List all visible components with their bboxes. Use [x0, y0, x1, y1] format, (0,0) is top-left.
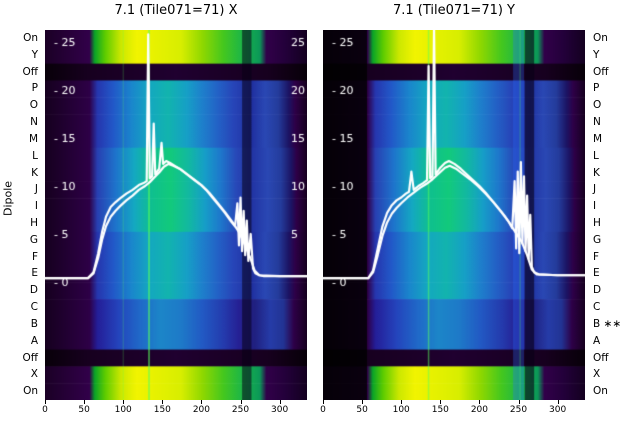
x-tick-label: 0 [42, 405, 48, 415]
dipole-label-left: Off [22, 351, 39, 364]
x-tick-label: 100 [114, 405, 132, 415]
dipole-label-right: F [593, 250, 600, 263]
dipole-label-left: J [34, 183, 38, 196]
dipole-label-left: K [31, 166, 38, 179]
heatmap-panel-y [323, 30, 585, 400]
x-tick-mark [557, 400, 559, 404]
dipole-label-right: G [593, 233, 602, 246]
dipole-label-right: C [593, 301, 601, 314]
dipole-label-left: E [31, 267, 38, 280]
dipole-label-left: B [30, 317, 38, 330]
dipole-label-right: N [593, 116, 601, 129]
dipole-label-right: L [593, 149, 599, 162]
x-tick-label: 150 [153, 405, 171, 415]
dipole-label-left: N [30, 116, 38, 129]
dipole-label-left: I [34, 200, 38, 213]
x-tick-label: 50 [78, 405, 90, 415]
dipole-label-left: L [32, 149, 38, 162]
dipole-label-right: Off [593, 65, 609, 78]
x-tick-mark [323, 400, 324, 404]
dipole-label-right: K [593, 166, 600, 179]
dipole-label-left: H [30, 217, 38, 229]
x-tick-label: 300 [271, 405, 289, 415]
x-tick-mark [401, 400, 403, 404]
dipole-label-right: Y [593, 48, 600, 61]
dipole-label-left: P [31, 82, 38, 95]
panel-title-x: 7.1 (Tile071=71) X [114, 3, 238, 18]
dipole-label-right: O [593, 99, 602, 112]
dipole-label-left: Y [31, 48, 38, 61]
x-tick-mark [240, 400, 242, 404]
x-tick-label: 250 [231, 405, 250, 415]
dipole-label-right: E [593, 267, 600, 280]
dipole-label-right: X [593, 368, 601, 381]
dipole-label-right: B ∗∗ [593, 317, 622, 330]
x-tick-mark [45, 400, 46, 404]
dipole-label-left: G [29, 233, 38, 246]
x-tick-mark [123, 400, 125, 404]
dipole-label-right: I [593, 200, 597, 213]
dipole-labels-left: On Y Off P O N M L K J I H G F E D C B A Off X On [0, 30, 43, 400]
heatmap-panel-x [45, 30, 307, 400]
x-tick-mark [201, 400, 203, 404]
x-tick-label: 100 [392, 405, 410, 415]
panel-title-y: 7.1 (Tile071=71) Y [392, 3, 516, 18]
dipole-label-right: On [593, 385, 608, 398]
x-tick-label: 50 [356, 405, 368, 415]
x-tick-label: 200 [470, 405, 488, 415]
dipole-label-right: D [593, 284, 602, 297]
x-tick-label: 0 [320, 405, 326, 415]
dipole-label-right: H [593, 217, 601, 229]
x-tick-mark [518, 400, 520, 404]
x-tick-label: 300 [549, 405, 567, 415]
x-tick-label: 150 [431, 405, 449, 415]
dipole-label-left: X [30, 368, 38, 381]
dipole-label-right: J [593, 183, 597, 196]
dipole-label-left: F [31, 250, 38, 263]
dipole-label-right: P [593, 82, 600, 95]
dipole-label-right: Off [593, 351, 609, 364]
dipole-label-right: A [593, 334, 601, 347]
dipole-label-left: A [30, 334, 38, 347]
dipole-labels-right: On Y Off P O N M L K J I H G F E D C B ∗∗ A Off X On [588, 30, 640, 400]
dipole-label-left: On [23, 32, 38, 44]
x-tick-mark [362, 400, 364, 404]
x-tick-label: 250 [509, 405, 528, 415]
dipole-label-left: Off [22, 65, 39, 78]
x-tick-mark [84, 400, 86, 404]
dipole-label-right: M [593, 132, 603, 145]
x-tick-mark [479, 400, 481, 404]
dipole-label-left: O [29, 99, 38, 112]
dipole-label-left: On [23, 385, 38, 398]
x-tick-mark [279, 400, 281, 404]
x-tick-mark [162, 400, 164, 404]
dipole-label-right: On [593, 32, 608, 44]
x-tick-mark [440, 400, 442, 404]
dipole-label-left: C [30, 301, 38, 314]
dipole-label-left: M [28, 132, 38, 145]
dipole-label-left: D [29, 284, 38, 297]
x-tick-label: 200 [192, 405, 210, 415]
